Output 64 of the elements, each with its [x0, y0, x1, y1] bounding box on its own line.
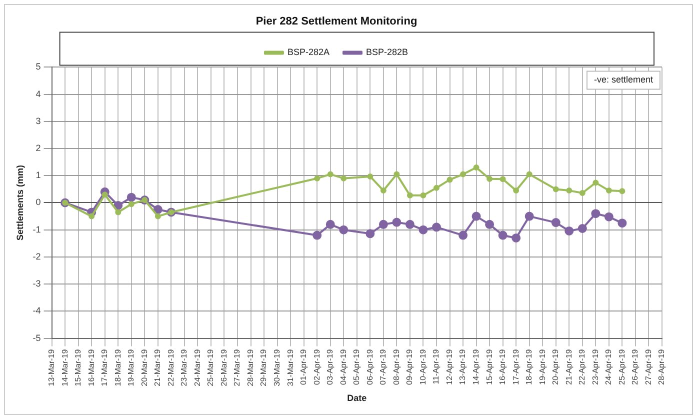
x-tick-label: 12-Apr-19 [444, 348, 454, 385]
y-tick-label: 4 [36, 88, 41, 99]
y-tick-label: 0 [36, 197, 41, 208]
x-tick-label: 17-Apr-19 [511, 348, 520, 385]
x-tick-label: 16-Apr-19 [498, 348, 508, 385]
chart-title: Pier 282 Settlement Monitoring [256, 16, 418, 28]
x-tick-label: 30-Mar-19 [272, 348, 282, 386]
y-tick-label: 5 [36, 62, 41, 72]
x-tick-label: 16-Mar-19 [86, 348, 96, 386]
y-tick-label: -1 [32, 224, 41, 234]
x-tick-label: 27-Apr-19 [644, 348, 653, 385]
x-tick-label: 22-Mar-19 [166, 348, 176, 386]
x-tick-label: 27-Mar-19 [232, 348, 242, 386]
x-tick-label: 18-Apr-19 [524, 348, 534, 385]
x-tick-label: 07-Apr-19 [378, 348, 388, 385]
y-tick-label: -4 [32, 306, 41, 316]
x-tick-label: 06-Apr-19 [365, 348, 374, 385]
x-tick-label: 08-Apr-19 [392, 348, 401, 385]
x-tick-label: 18-Mar-19 [113, 348, 122, 386]
x-tick-label: 14-Mar-19 [60, 348, 70, 386]
x-tick-label: 19-Mar-19 [126, 348, 136, 386]
x-tick-label: 28-Mar-19 [246, 348, 255, 386]
x-tick-label: 14-Apr-19 [471, 348, 480, 385]
x-tick-label: 11-Apr-19 [432, 348, 441, 384]
x-tick-label: 15-Mar-19 [74, 348, 83, 386]
x-tick-label: 20-Apr-19 [551, 348, 560, 385]
x-tick-label: 22-Apr-19 [578, 348, 587, 385]
legend-label: BSP-282B [366, 47, 408, 58]
x-tick-label: 15-Apr-19 [484, 348, 494, 385]
x-tick-label: 10-Apr-19 [418, 348, 428, 385]
x-tick-label: 01-Apr-19 [299, 348, 308, 385]
x-tick-label: 13-Mar-19 [47, 348, 56, 386]
x-axis-title: Date [347, 393, 367, 404]
x-tick-label: 05-Apr-19 [352, 348, 362, 385]
legend-label: BSP-282A [287, 47, 330, 58]
x-tick-label: 25-Mar-19 [206, 348, 216, 386]
y-tick-label: 3 [36, 116, 41, 126]
x-tick-label: 28-Apr-19 [657, 348, 666, 385]
x-tick-label: 17-Mar-19 [100, 348, 110, 386]
x-tick-label: 31-Mar-19 [286, 348, 295, 386]
x-tick-label: 19-Apr-19 [538, 348, 547, 385]
y-tick-label: -5 [32, 332, 41, 343]
annotation: -ve: settlement [594, 74, 654, 85]
y-axis-title: Settlements (mm) [14, 164, 25, 241]
x-tick-label: 24-Mar-19 [192, 348, 202, 386]
x-tick-label: 23-Apr-19 [590, 348, 600, 385]
x-tick-label: 21-Mar-19 [153, 348, 162, 386]
x-tick-label: 26-Apr-19 [630, 348, 640, 385]
x-tick-label: 26-Mar-19 [219, 348, 228, 386]
x-tick-label: 23-Mar-19 [180, 348, 189, 386]
y-tick-label: 1 [36, 170, 41, 180]
x-tick-label: 04-Apr-19 [338, 348, 348, 385]
y-tick-label: -3 [32, 278, 41, 289]
x-tick-label: 03-Apr-19 [326, 348, 335, 385]
x-tick-label: 21-Apr-19 [564, 348, 574, 385]
y-tick-label: 2 [36, 143, 41, 154]
x-tick-label: 09-Apr-19 [405, 348, 414, 385]
x-tick-label: 24-Apr-19 [604, 348, 614, 385]
x-tick-label: 02-Apr-19 [312, 348, 322, 385]
y-tick-label: -2 [32, 251, 41, 262]
x-tick-label: 13-Apr-19 [458, 348, 468, 385]
x-tick-label: 25-Apr-19 [617, 348, 626, 385]
x-tick-label: 20-Mar-19 [140, 348, 149, 386]
x-tick-label: 29-Mar-19 [259, 348, 268, 386]
